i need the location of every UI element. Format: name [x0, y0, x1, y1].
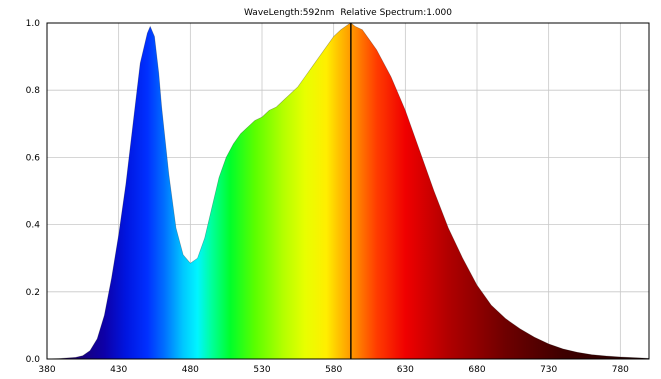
- relative-spectrum-label: Relative Spectrum:: [340, 8, 426, 18]
- wavelength-label: WaveLength:: [244, 8, 303, 18]
- spectrum-area: [47, 23, 649, 359]
- y-tick-label: 0.8: [26, 86, 41, 96]
- x-tick-label: 630: [397, 365, 414, 375]
- x-tick-label: 580: [325, 365, 342, 375]
- x-tick-label: 430: [110, 365, 127, 375]
- wavelength-value: 592nm: [303, 8, 335, 18]
- y-tick-label: 0.4: [26, 221, 41, 231]
- plot-frame: [46, 22, 650, 360]
- y-tick-label: 0.2: [26, 288, 40, 298]
- relative-spectrum-value: 1.000: [426, 8, 452, 18]
- x-tick-label: 380: [38, 365, 55, 375]
- y-tick-label: 0.0: [26, 355, 41, 365]
- x-tick-label: 730: [540, 365, 557, 375]
- y-tick-label: 1.0: [26, 19, 41, 29]
- readout-title: WaveLength:592nm Relative Spectrum:1.000: [244, 8, 452, 18]
- spectrum-outline: [47, 23, 649, 359]
- y-tick-label: 0.6: [26, 153, 41, 163]
- x-tick-label: 480: [182, 365, 199, 375]
- x-tick-label: 780: [612, 365, 629, 375]
- x-tick-label: 530: [253, 365, 270, 375]
- x-axis-ticks: 380 430 480 530 580 630 680 730 780: [38, 365, 629, 375]
- x-tick-label: 680: [468, 365, 485, 375]
- y-axis-ticks: 0.0 0.2 0.4 0.6 0.8 1.0: [26, 19, 41, 365]
